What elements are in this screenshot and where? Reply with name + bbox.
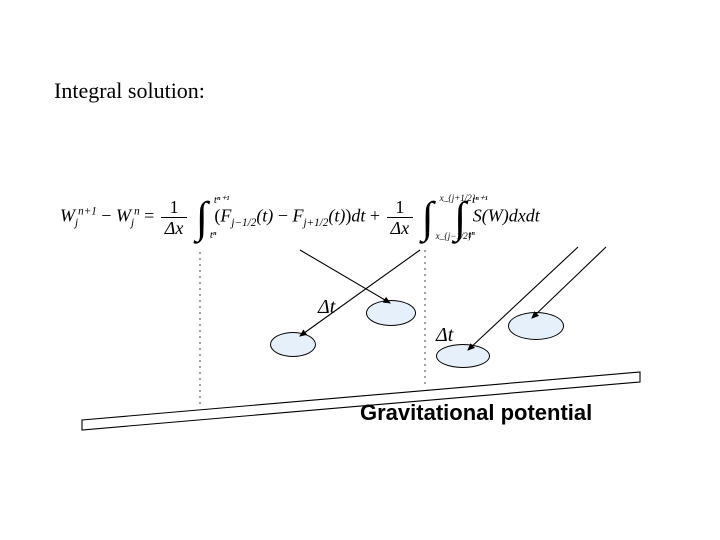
integral-equation: Wjn+1 − Wjn = 1 Δx tⁿ⁺¹ ∫ tⁿ (Fj−1/2(t) … bbox=[60, 198, 540, 237]
eq-F1-sub: j−1/2 bbox=[231, 217, 256, 229]
eq-F1-arg: (t) bbox=[256, 206, 273, 226]
eq-minus2: − bbox=[278, 206, 293, 226]
eq-int2: x_{j+1/2} ∫ x_{j−1/2} bbox=[422, 199, 434, 237]
ellipse-3 bbox=[436, 344, 490, 368]
eq-int3: tⁿ⁺¹ ∫ tⁿ bbox=[454, 199, 466, 237]
eq-frac1-den: Δx bbox=[161, 218, 188, 237]
eq-equals: = bbox=[144, 206, 159, 226]
eq-W1-sub: j bbox=[75, 217, 78, 229]
eq-dt: dt bbox=[351, 206, 365, 226]
eq-frac2-num: 1 bbox=[387, 198, 414, 218]
ellipse-4 bbox=[508, 312, 564, 340]
eq-F2: F bbox=[292, 206, 303, 226]
delta-t-1: Δt bbox=[318, 296, 335, 319]
eq-int1: tⁿ⁺¹ ∫ tⁿ bbox=[196, 199, 208, 237]
eq-frac1-num: 1 bbox=[161, 198, 188, 218]
eq-int3-lower: tⁿ bbox=[468, 229, 475, 241]
ellipse-1 bbox=[270, 332, 316, 357]
eq-int1-lower: tⁿ bbox=[210, 229, 217, 241]
eq-W2: W bbox=[116, 206, 131, 226]
eq-int1-upper: tⁿ⁺¹ bbox=[214, 193, 230, 206]
gravitational-potential-label: Gravitational potential bbox=[360, 400, 592, 426]
eq-minus1: − bbox=[101, 206, 116, 226]
eq-frac1: 1 Δx bbox=[161, 198, 188, 237]
eq-int3-symbol: ∫ bbox=[454, 193, 466, 242]
eq-W1-sup: n+1 bbox=[78, 206, 97, 218]
eq-plus: + bbox=[370, 206, 385, 226]
slide: { "title": { "text": "Integral solution:… bbox=[0, 0, 720, 540]
ellipse-2 bbox=[366, 300, 416, 326]
eq-W1: W bbox=[60, 206, 75, 226]
eq-W2-sub: j bbox=[131, 217, 134, 229]
eq-int3-upper: tⁿ⁺¹ bbox=[472, 193, 488, 206]
eq-F2-arg: (t) bbox=[328, 206, 345, 226]
eq-frac2: 1 Δx bbox=[387, 198, 414, 237]
eq-dxdt: dxdt bbox=[509, 206, 540, 226]
delta-t-2: Δt bbox=[436, 324, 453, 347]
eq-int1-symbol: ∫ bbox=[196, 193, 208, 242]
eq-W2-sup: n bbox=[134, 206, 140, 218]
arrow-4 bbox=[532, 247, 606, 318]
eq-int2-symbol: ∫ bbox=[422, 193, 434, 242]
arrow-1 bbox=[300, 250, 390, 303]
eq-S: S bbox=[473, 206, 482, 226]
eq-S-arg: (W) bbox=[482, 206, 509, 226]
eq-F2-sub: j+1/2 bbox=[303, 217, 328, 229]
title-text: Integral solution: bbox=[54, 78, 205, 104]
eq-frac2-den: Δx bbox=[387, 218, 414, 237]
eq-F1: F bbox=[220, 206, 231, 226]
